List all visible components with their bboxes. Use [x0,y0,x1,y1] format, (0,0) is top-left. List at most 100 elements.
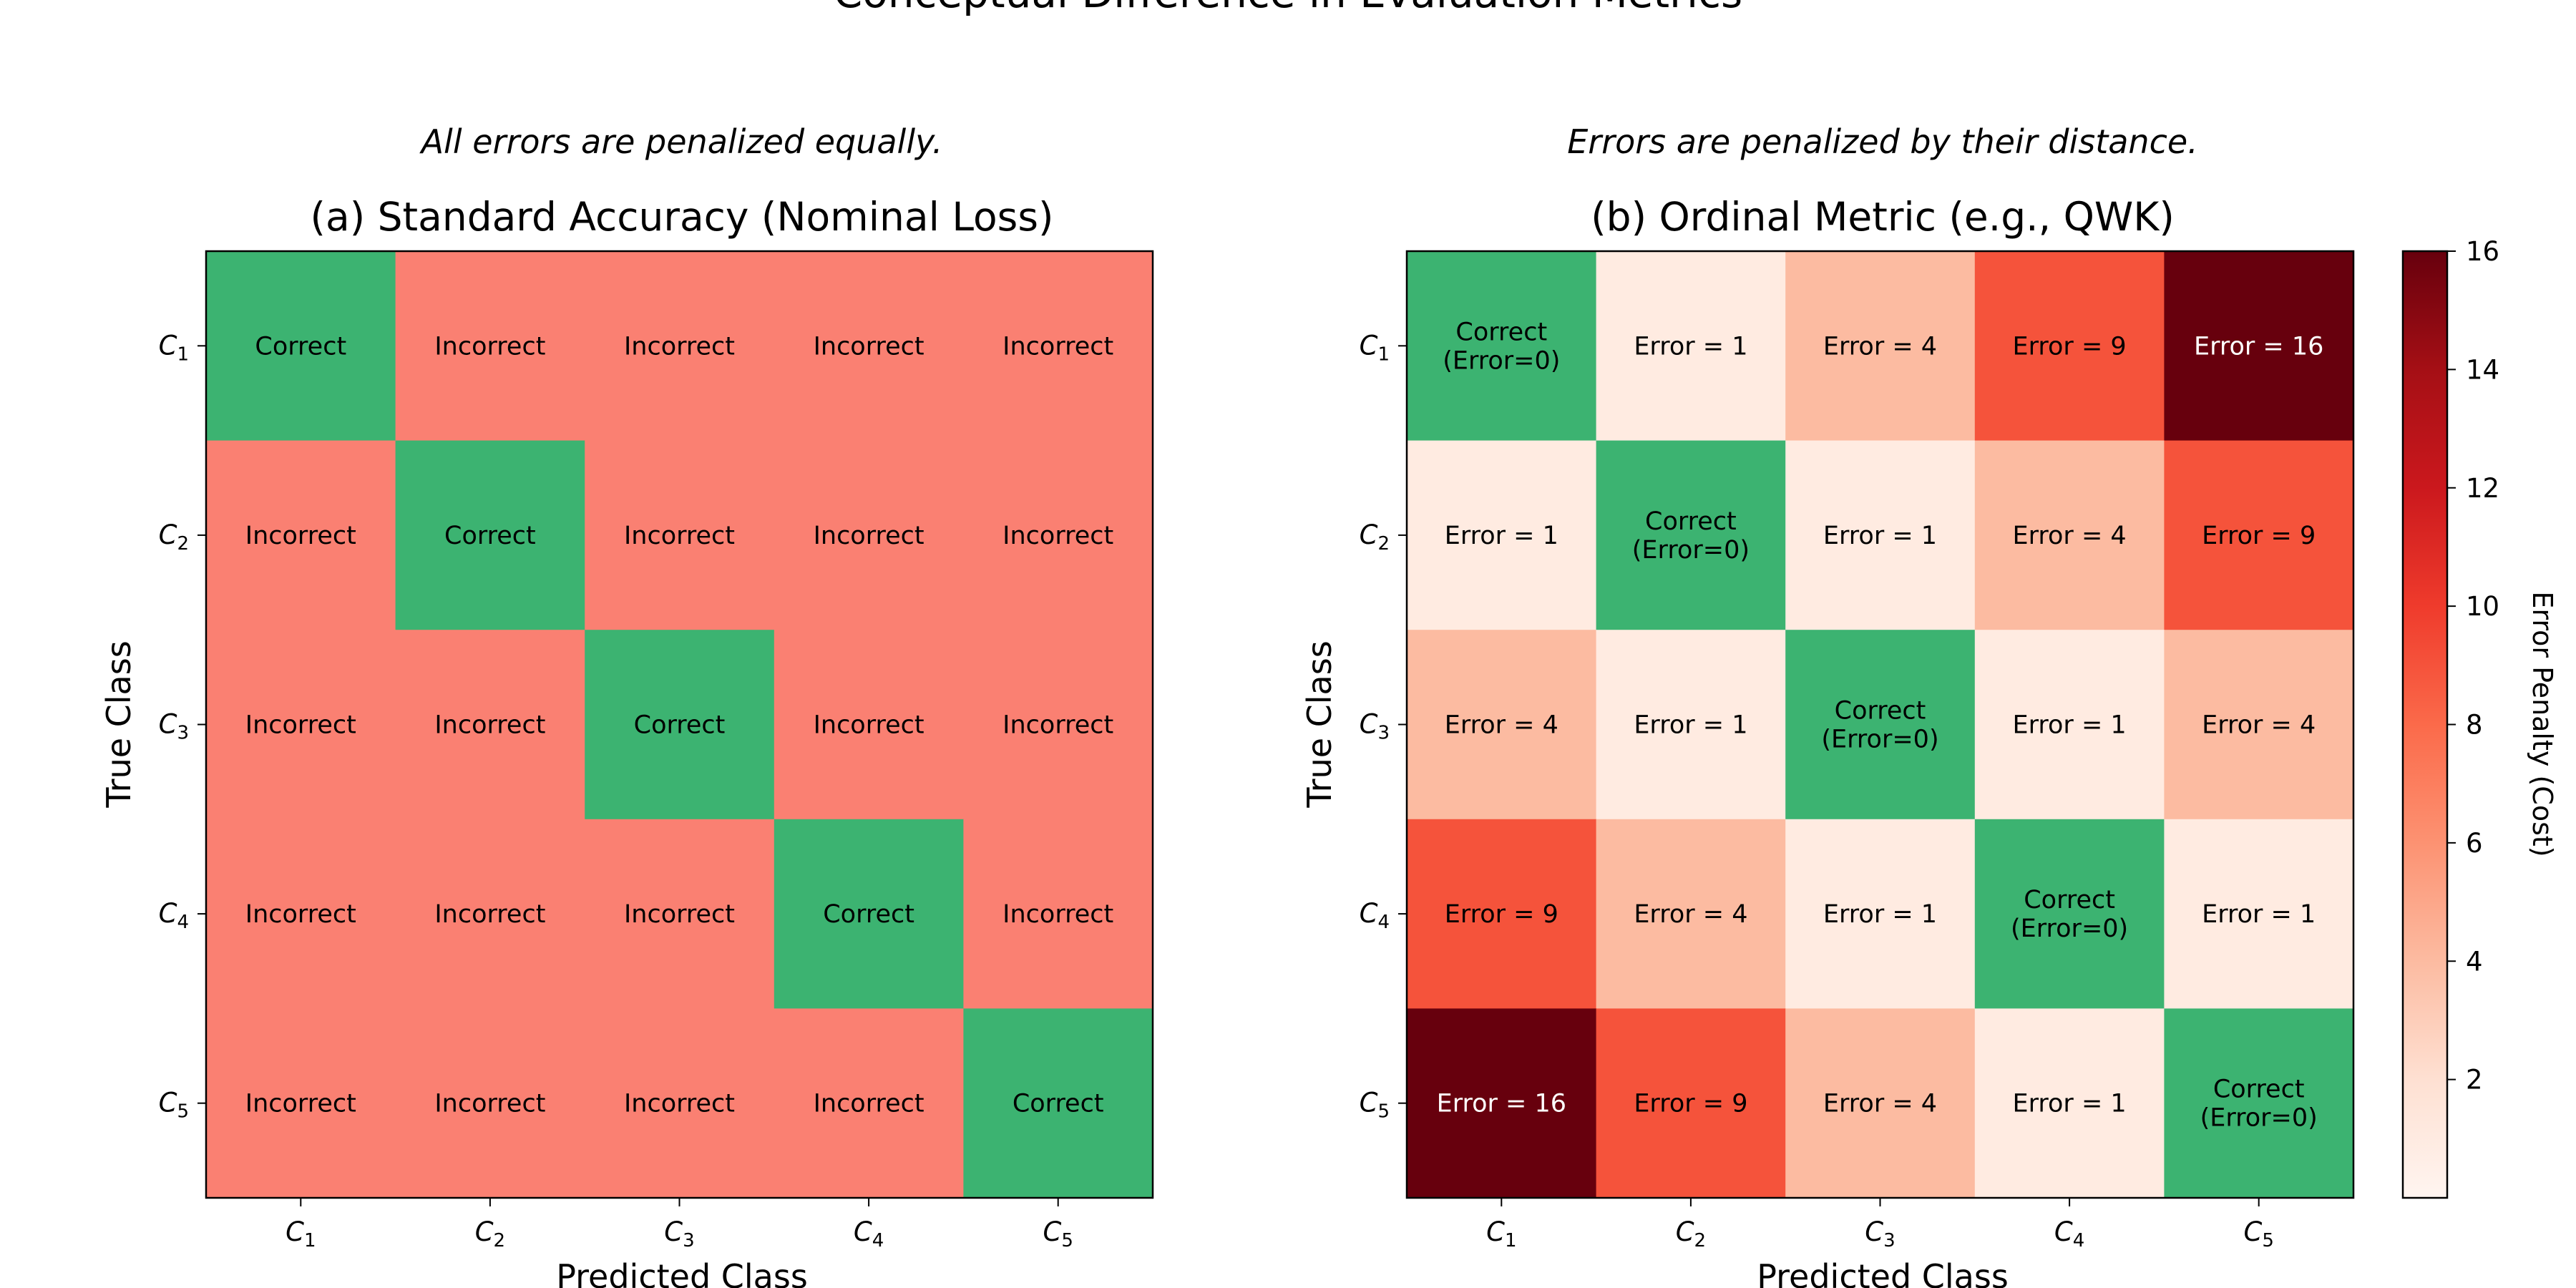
cell-label: Error = 1 [1634,711,1747,740]
cell-label: Correct [444,522,536,550]
cell-label: Error = 4 [1445,711,1558,740]
ylabel-b: True Class [1300,640,1339,808]
cell-label: Error = 4 [2202,711,2316,740]
cell-label: Correct [1013,1090,1104,1118]
heatmap-cell [1974,819,2165,1009]
heatmap-cell [1785,440,1976,630]
heatmap-cell [774,819,964,1009]
cell-label: Incorrect [245,522,356,550]
cell-label: Incorrect [814,711,924,740]
heatmap-cell [206,440,396,630]
cell-label: Correct [2024,886,2115,914]
x-tick-label: C4 [2054,1216,2084,1252]
cell-label: Error = 1 [1634,332,1747,361]
cell-label: Incorrect [245,1090,356,1118]
cell-label: Error = 9 [2202,522,2316,550]
cell-label: Correct [2213,1075,2305,1104]
heatmap-cell [1407,819,1597,1009]
y-tick-label: C1 [1360,330,1390,365]
x-tick-label: C2 [1676,1216,1706,1252]
heatmap-cell [1407,630,1597,820]
cell-label: Error = 4 [1823,332,1937,361]
y-tick-label: C5 [159,1088,189,1123]
heatmap-cell [963,251,1153,441]
colorbar-tick-label: 2 [2466,1065,2483,1096]
x-tick-label: C3 [1865,1216,1895,1252]
cell-label: Incorrect [624,522,735,550]
heatmap-cell [1596,1008,1786,1199]
y-tick-label: C2 [159,519,189,555]
y-tick-label: C3 [1360,709,1390,744]
heatmap-cell [2164,630,2354,820]
colorbar-tick-label: 16 [2466,236,2499,267]
cell-label: Incorrect [624,332,735,361]
x-tick-label: C1 [1486,1216,1516,1252]
heatmap-cell [1596,630,1786,820]
cell-label: Incorrect [434,1090,545,1118]
cell-label: Error = 4 [2013,522,2127,550]
heatmap-cell [585,440,775,630]
cell-label: Incorrect [245,711,356,740]
y-tick-label: C5 [1360,1088,1390,1123]
heatmap-cell [1974,630,2165,820]
heatmap-cell [1785,630,1976,820]
colorbar-tick-label: 6 [2466,828,2483,859]
y-tick-label: C2 [1360,519,1390,555]
heatmap-cell [206,630,396,820]
heatmap-cell [206,819,396,1009]
colorbar-tick-label: 4 [2466,946,2483,977]
cell-label: Error = 4 [1634,900,1747,929]
heatmap-cell [1407,1008,1597,1199]
cell-label: Incorrect [814,522,924,550]
cell-label: Incorrect [434,711,545,740]
heatmap-cell [774,1008,964,1199]
heatmap-cell [963,819,1153,1009]
heatmap-cell [395,440,585,630]
cell-label: (Error=0) [1632,536,1750,565]
y-tick-label: C4 [159,898,189,933]
figure-title: Conceptual Difference in Evaluation Metr… [834,0,1742,17]
heatmap-cell [2164,819,2354,1009]
heatmap-cell [2164,1008,2354,1199]
cell-label: Incorrect [245,900,356,929]
heatmap-cell [585,251,775,441]
heatmap-b: Correct(Error=0) Error = 1 Error = 4 Error … [1360,250,2355,1252]
colorbar-tick-label: 8 [2466,710,2483,741]
xlabel-b: Predicted Class [1757,1257,2009,1288]
heatmap-cell [1974,251,2165,441]
heatmap-cell [963,440,1153,630]
heatmap-cell [2164,251,2354,441]
xlabel-a: Predicted Class [556,1257,808,1288]
heatmap-cell [1596,251,1786,441]
cell-label: Incorrect [1002,900,1113,929]
colorbar-tick-label: 10 [2466,591,2499,622]
x-tick-label: C5 [1043,1216,1073,1252]
cell-label: (Error=0) [2200,1104,2318,1133]
cell-label: Incorrect [624,1090,735,1118]
heatmap-cell [774,251,964,441]
subtitle-b: Errors are penalized by their distance. [1567,122,2198,161]
subtitle-a: All errors are penalized equally. [419,122,943,161]
cell-label: Error = 1 [2013,711,2127,740]
ylabel-a: True Class [99,640,138,808]
heatmap-cell [1785,251,1976,441]
cell-label: Correct [823,900,914,929]
cell-label: Correct [1645,507,1737,536]
cell-label: Incorrect [1002,522,1113,550]
cell-label: Error = 9 [2013,332,2127,361]
heatmap-cell [585,630,775,820]
cell-label: Correct [1835,697,1926,726]
heatmap-cell [963,630,1153,820]
axes-title-b: (b) Ordinal Metric (e.g., QWK) [1591,194,2175,240]
x-tick-label: C4 [854,1216,884,1252]
cell-label: Incorrect [434,900,545,929]
heatmap-cell [1785,819,1976,1009]
cell-label: Incorrect [814,332,924,361]
colorbar: 2 4 6 8 10 12 14 16 [2401,236,2499,1199]
cell-label: Error = 1 [1445,522,1558,550]
x-tick-label: C3 [664,1216,694,1252]
colorbar-tick-label: 12 [2466,473,2499,504]
cell-label: Incorrect [434,332,545,361]
cell-label: Incorrect [624,900,735,929]
